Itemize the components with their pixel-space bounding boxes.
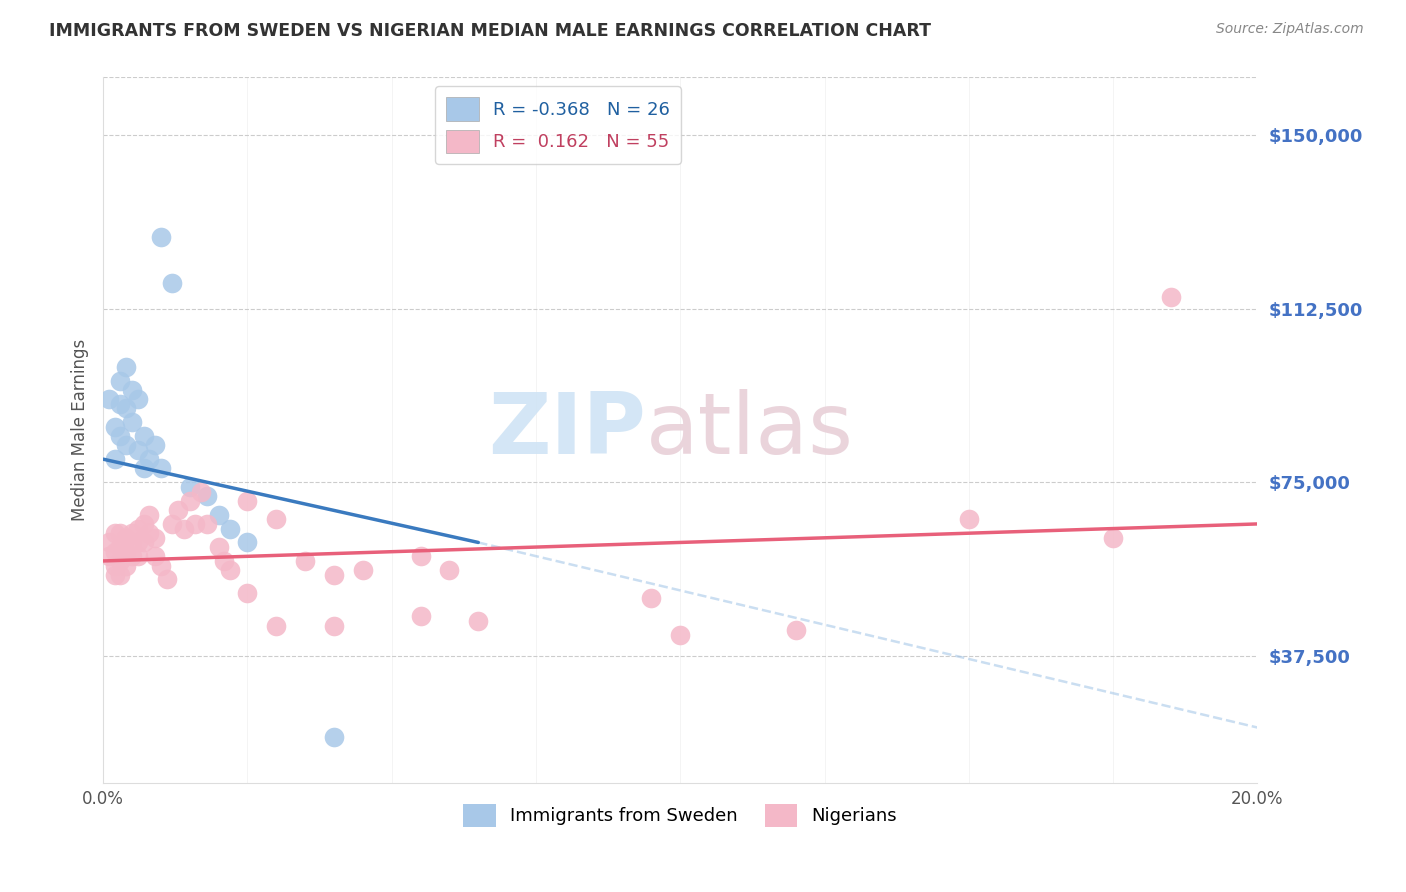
Point — [214, 554, 236, 568]
Point — [1102, 531, 1125, 545]
Point — [264, 512, 287, 526]
Point — [143, 531, 166, 545]
Point — [409, 609, 432, 624]
Point — [323, 618, 346, 632]
Point — [127, 442, 149, 457]
Point — [162, 516, 184, 531]
Point — [219, 563, 242, 577]
Point — [110, 526, 132, 541]
Point — [104, 452, 127, 467]
Point — [97, 535, 120, 549]
Point — [121, 415, 143, 429]
Point — [127, 522, 149, 536]
Point — [323, 567, 346, 582]
Point — [110, 554, 132, 568]
Point — [179, 480, 201, 494]
Legend: Immigrants from Sweden, Nigerians: Immigrants from Sweden, Nigerians — [456, 797, 904, 834]
Text: atlas: atlas — [645, 389, 853, 472]
Point — [115, 531, 138, 545]
Point — [143, 549, 166, 564]
Point — [143, 438, 166, 452]
Point — [352, 563, 374, 577]
Text: Source: ZipAtlas.com: Source: ZipAtlas.com — [1216, 22, 1364, 37]
Point — [409, 549, 432, 564]
Point — [115, 558, 138, 573]
Point — [207, 540, 229, 554]
Point — [110, 374, 132, 388]
Point — [127, 549, 149, 564]
Point — [219, 522, 242, 536]
Point — [132, 535, 155, 549]
Point — [97, 549, 120, 564]
Point — [957, 512, 980, 526]
Point — [785, 624, 807, 638]
Point — [294, 554, 316, 568]
Point — [104, 558, 127, 573]
Point — [138, 526, 160, 541]
Point — [149, 461, 172, 475]
Point — [132, 516, 155, 531]
Point — [121, 549, 143, 564]
Point — [132, 429, 155, 443]
Text: ZIP: ZIP — [488, 389, 645, 472]
Point — [127, 392, 149, 406]
Point — [104, 544, 127, 558]
Point — [467, 614, 489, 628]
Point — [115, 359, 138, 374]
Point — [121, 526, 143, 541]
Point — [110, 540, 132, 554]
Point — [127, 535, 149, 549]
Point — [236, 493, 259, 508]
Point — [121, 383, 143, 397]
Point — [195, 516, 218, 531]
Point — [173, 522, 195, 536]
Point — [110, 397, 132, 411]
Point — [104, 567, 127, 582]
Text: IMMIGRANTS FROM SWEDEN VS NIGERIAN MEDIAN MALE EARNINGS CORRELATION CHART: IMMIGRANTS FROM SWEDEN VS NIGERIAN MEDIA… — [49, 22, 931, 40]
Point — [149, 558, 172, 573]
Point — [195, 489, 218, 503]
Point — [323, 730, 346, 744]
Point — [138, 452, 160, 467]
Point — [167, 503, 190, 517]
Point — [190, 484, 212, 499]
Point — [110, 567, 132, 582]
Point — [156, 573, 179, 587]
Point — [207, 508, 229, 522]
Point — [236, 586, 259, 600]
Point — [104, 526, 127, 541]
Point — [110, 429, 132, 443]
Point — [179, 493, 201, 508]
Point — [115, 438, 138, 452]
Point — [236, 535, 259, 549]
Point — [640, 591, 662, 605]
Point — [104, 419, 127, 434]
Point — [439, 563, 461, 577]
Point — [1160, 290, 1182, 304]
Point — [121, 535, 143, 549]
Point — [149, 230, 172, 244]
Point — [138, 508, 160, 522]
Point — [162, 277, 184, 291]
Point — [264, 618, 287, 632]
Y-axis label: Median Male Earnings: Median Male Earnings — [72, 339, 89, 521]
Point — [97, 392, 120, 406]
Point — [184, 516, 207, 531]
Point — [132, 461, 155, 475]
Point — [115, 401, 138, 416]
Point — [115, 544, 138, 558]
Point — [669, 628, 692, 642]
